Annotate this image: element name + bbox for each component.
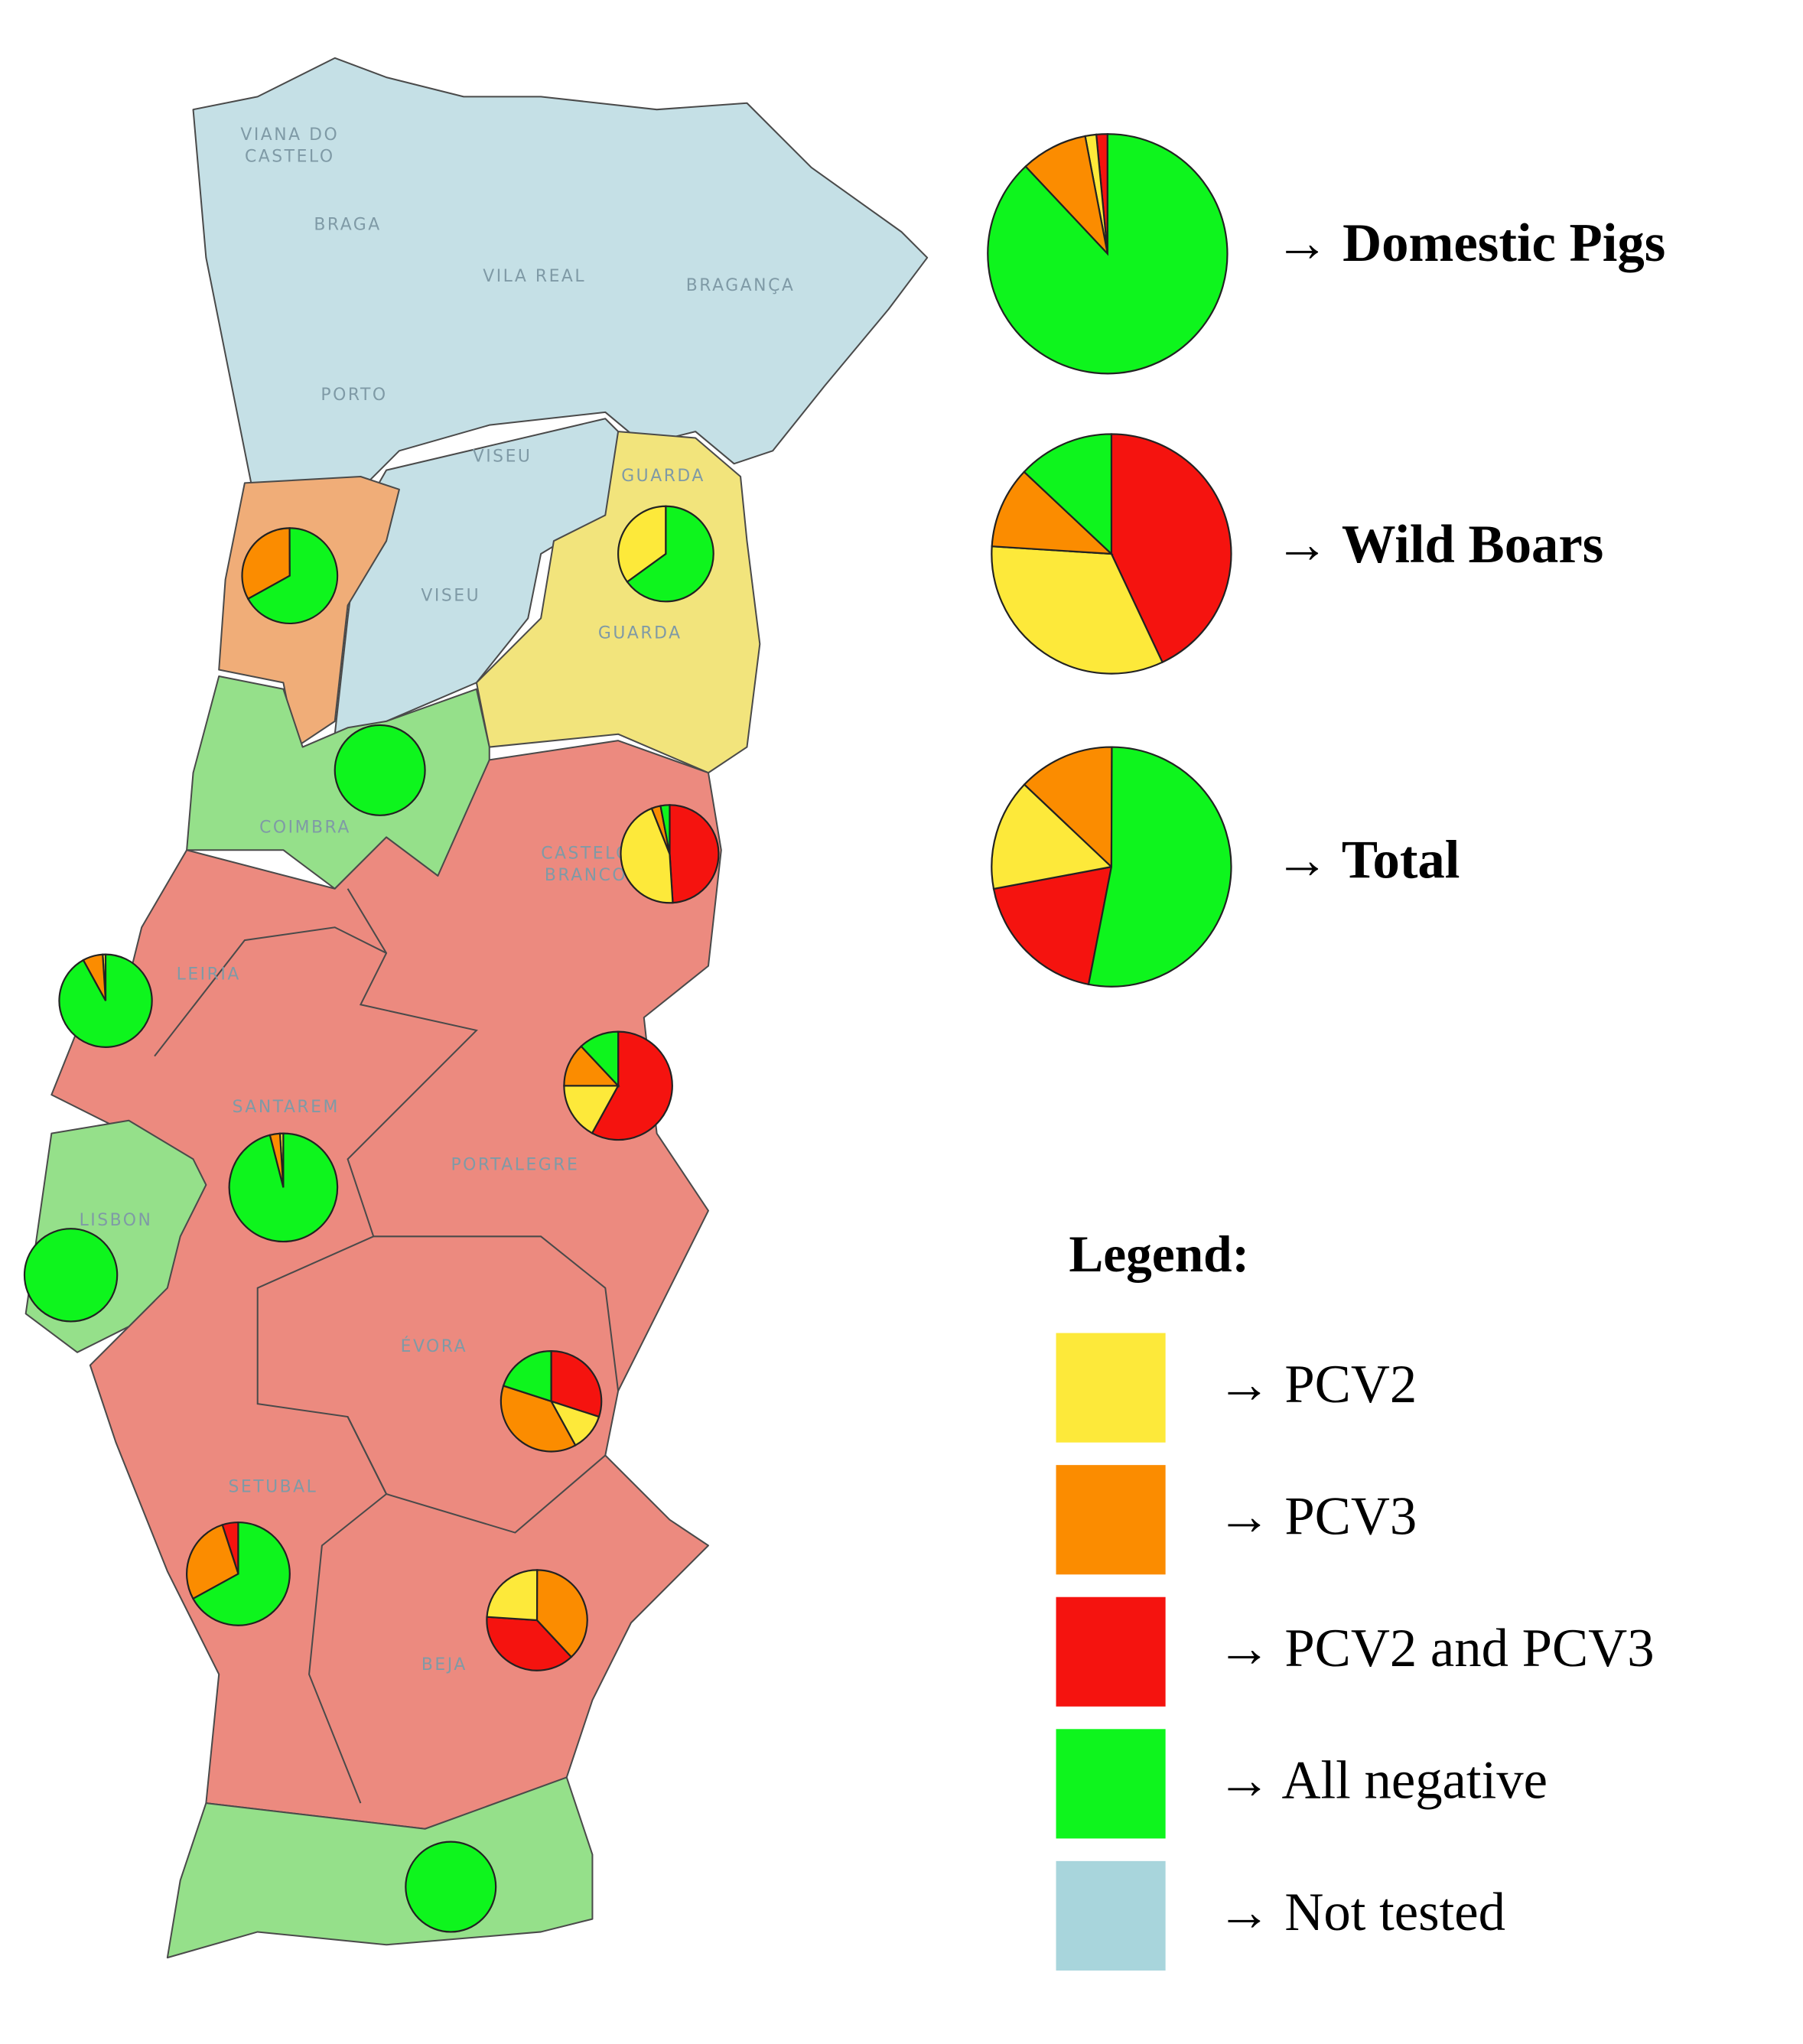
pie-slice — [1087, 746, 1232, 988]
legend-label: → Not tested — [1217, 1883, 1505, 1942]
pie-slice — [535, 1569, 588, 1658]
pie-slice — [486, 1569, 539, 1622]
district-label: CASTELO — [245, 147, 335, 166]
district-label: SANTAREM — [233, 1098, 340, 1117]
summary-label: → Total — [1275, 831, 1460, 890]
pie-slice — [241, 527, 291, 601]
district-border — [154, 926, 387, 1057]
district-label: GUARDA — [598, 623, 682, 643]
district-border — [256, 888, 478, 1804]
summary-label: → Wild Boars — [1275, 515, 1604, 574]
pie-slice — [991, 545, 1164, 675]
pie-slice — [228, 1132, 339, 1243]
district-label: BRANCO — [545, 866, 627, 885]
pie-slice — [1023, 433, 1113, 556]
legend-swatch — [1056, 1333, 1166, 1443]
pie-slice — [23, 1228, 119, 1323]
district-label: CASTELO — [541, 844, 631, 863]
pie-slice — [620, 807, 674, 904]
pie-slice — [246, 527, 339, 625]
legend-title: Legend: — [1069, 1225, 1249, 1283]
district-label: BRAGANÇA — [686, 276, 796, 295]
pie-slice — [500, 1385, 577, 1453]
legend-label: → PCV2 — [1217, 1355, 1417, 1414]
pie-slice — [563, 1085, 620, 1134]
pie-slice — [1110, 433, 1232, 664]
legend-swatch — [1056, 1596, 1166, 1707]
pie-slice — [191, 1521, 291, 1626]
pie-slice — [580, 1030, 620, 1089]
pie-slice — [334, 724, 426, 816]
pie-slice — [1023, 746, 1113, 869]
pie-slice — [58, 953, 153, 1048]
district-label: VISEU — [421, 587, 480, 606]
pie-slice — [626, 505, 714, 603]
legend-label: → All negative — [1217, 1751, 1548, 1811]
pie-slice — [563, 1045, 620, 1087]
pie-slice — [486, 1616, 573, 1671]
district-label: GUARDA — [621, 467, 705, 486]
legend-swatch — [1056, 1860, 1166, 1971]
pie-slice — [659, 804, 671, 854]
pie-slice — [405, 1841, 497, 1933]
legend-label: → PCV2 and PCV3 — [1217, 1619, 1655, 1678]
district-label: VILA REAL — [483, 267, 586, 286]
district-label: LEIRIA — [177, 965, 241, 985]
pie-slice — [617, 505, 667, 584]
district-label: PORTALEGRE — [451, 1156, 579, 1175]
legend-swatch — [1056, 1729, 1166, 1839]
district-border — [347, 1416, 606, 1534]
district-label: BRAGA — [314, 216, 381, 235]
pie-slice — [1024, 135, 1109, 257]
pie-slice — [591, 1030, 673, 1141]
district-label: ÉVORA — [401, 1336, 468, 1356]
legend-swatch — [1056, 1465, 1166, 1575]
map — [24, 57, 929, 1959]
district-label: SETUBAL — [228, 1478, 317, 1497]
summary-label: → Domestic Pigs — [1275, 213, 1666, 273]
district-label: LISBON — [80, 1211, 153, 1230]
pie-slice — [987, 133, 1229, 375]
pie-slice — [550, 1350, 603, 1418]
pie-slice — [991, 783, 1114, 890]
district-label: COIMBRA — [259, 819, 351, 838]
legend-label: → PCV3 — [1217, 1486, 1417, 1546]
district-label: PORTO — [321, 386, 387, 405]
pie-slice — [991, 470, 1114, 555]
district-label: VIANA DO — [240, 125, 339, 145]
pie-slice — [992, 865, 1113, 986]
district-label: VISEU — [473, 448, 532, 467]
pie-slice — [502, 1350, 552, 1403]
pie-slice — [669, 804, 720, 904]
district-border — [373, 1235, 620, 1391]
district-label: BEJA — [421, 1655, 467, 1675]
